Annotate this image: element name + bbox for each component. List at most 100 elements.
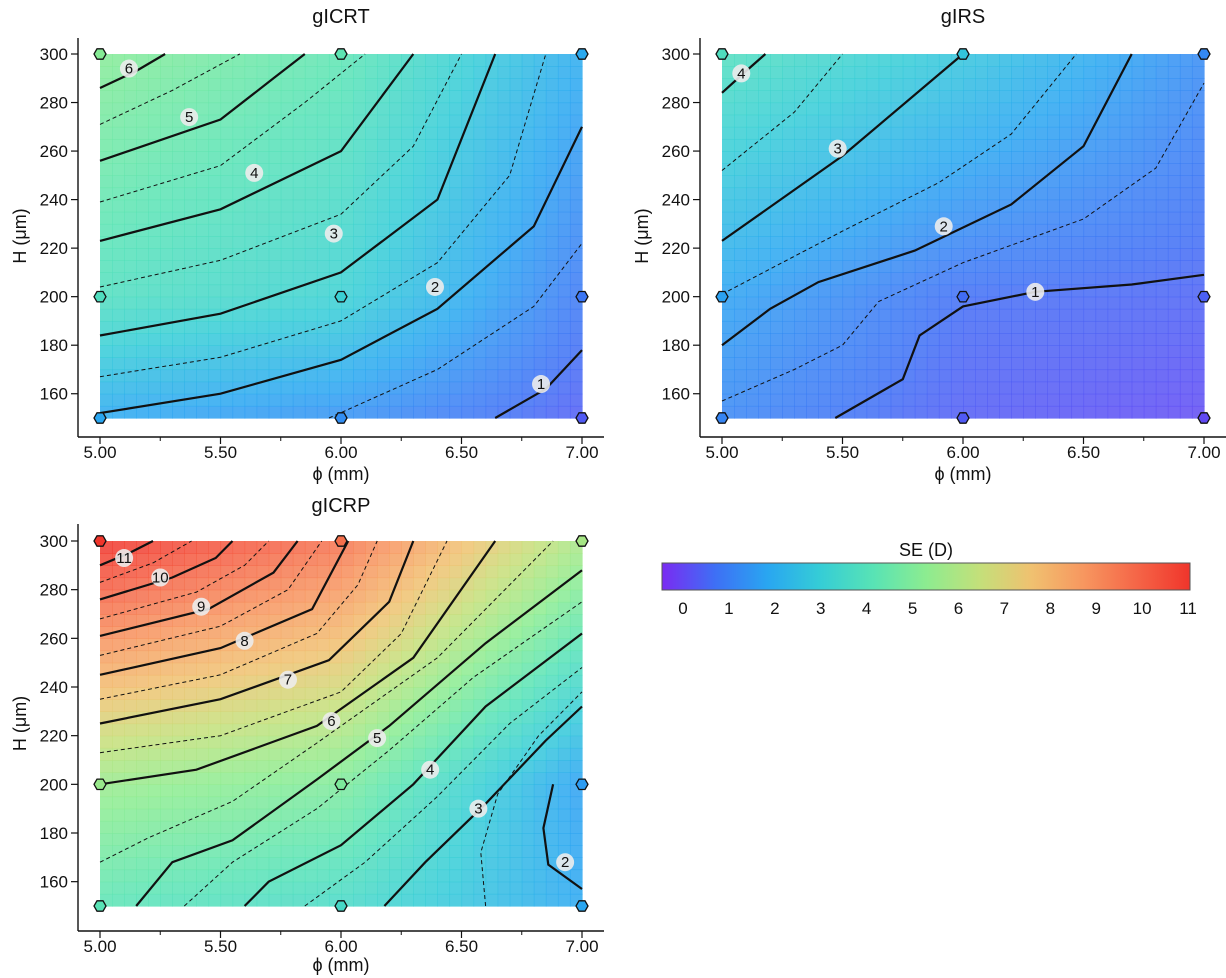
surface-cell [782,175,795,189]
surface-cell [485,553,499,566]
surface-cell [256,893,270,907]
surface-cell [449,405,463,419]
surface-cell [425,248,438,261]
surface-cell [425,187,438,201]
surface-cell [208,333,222,346]
surface-cell [437,747,451,761]
surface-cell [1011,102,1024,116]
surface-cell [268,845,282,858]
surface-cell [172,833,185,846]
surface-cell [521,881,535,895]
surface-cell [533,614,547,627]
surface-cell [365,163,378,176]
surface-cell [208,820,222,834]
surface-cell [280,857,294,871]
surface-cell [184,284,197,298]
response-surface [100,54,583,419]
surface-cell [1095,199,1109,213]
surface-cell [1083,199,1097,213]
surface-cell [304,869,318,883]
surface-cell [830,199,844,213]
surface-cell [999,90,1012,104]
surface-cell [136,565,149,579]
surface-cell [425,54,438,67]
contour-line [135,569,583,907]
surface-cell [1047,54,1060,67]
surface-cell [545,54,559,67]
surface-cell [926,187,940,201]
surface-cell [112,638,125,652]
surface-cell [818,284,832,298]
surface-cell [425,723,438,737]
surface-cell [389,553,402,566]
surface-cell [220,845,234,858]
surface-cell [100,393,113,407]
surface-cell [1059,163,1073,176]
y-tick-label: 300 [40,532,68,551]
surface-cell [413,565,426,579]
y-axis-title: H (μm) [632,208,652,263]
surface-cell [100,272,113,286]
surface-cell [497,553,511,566]
surface-cell [842,163,856,176]
surface-cell [569,687,583,700]
surface-cell [100,845,113,858]
surface-cell [794,90,807,104]
surface-cell [365,662,378,676]
surface-cell [1179,296,1193,310]
surface-cell [461,405,475,419]
surface-cell [1023,54,1036,67]
surface-cell [1179,248,1193,261]
surface-cell [341,638,354,652]
surface-cell [509,102,523,116]
surface-cell [794,248,807,261]
surface-cell [437,784,451,798]
surface-cell [545,102,559,116]
surface-cell [160,54,173,67]
surface-cell [172,54,185,67]
surface-cell [521,114,535,128]
surface-cell [124,126,137,140]
surface-cell [353,260,366,273]
surface-cell [220,893,234,907]
surface-cell [136,54,149,67]
surface-cell [220,126,234,140]
colorbar-tick-label: 9 [1091,599,1100,618]
surface-cell [878,308,892,322]
surface-cell [148,735,161,749]
contour-minor-line [99,53,241,125]
surface-cell [533,236,547,249]
surface-cell [1071,405,1085,419]
surface-cell [461,54,475,67]
surface-cell [292,687,306,700]
surface-cell [220,405,234,419]
surface-cell [746,126,759,140]
surface-cell [1047,272,1060,286]
surface-cell [353,589,366,603]
surface-cell [878,102,892,116]
surface-cell [938,369,952,383]
surface-cell [1119,320,1133,334]
surface-cell [521,784,535,798]
surface-cell [473,272,487,286]
surface-cell [1071,296,1085,310]
surface-cell [557,881,571,895]
surface-cell [521,687,535,700]
surface-cell [1023,114,1036,128]
surface-cell [1083,187,1097,201]
surface-cell [938,236,952,249]
surface-cell [413,893,426,907]
surface-cell [902,381,916,395]
surface-cell [220,601,234,615]
surface-cell [304,796,318,810]
surface-cell [196,833,210,846]
surface-cell [124,211,137,225]
surface-cell [365,54,378,67]
surface-cell [172,260,185,273]
surface-cell [1059,223,1073,237]
surface-cell [1131,308,1145,322]
surface-cell [196,796,210,810]
surface-cell [160,638,173,652]
surface-cell [557,260,571,273]
surface-cell [794,126,807,140]
